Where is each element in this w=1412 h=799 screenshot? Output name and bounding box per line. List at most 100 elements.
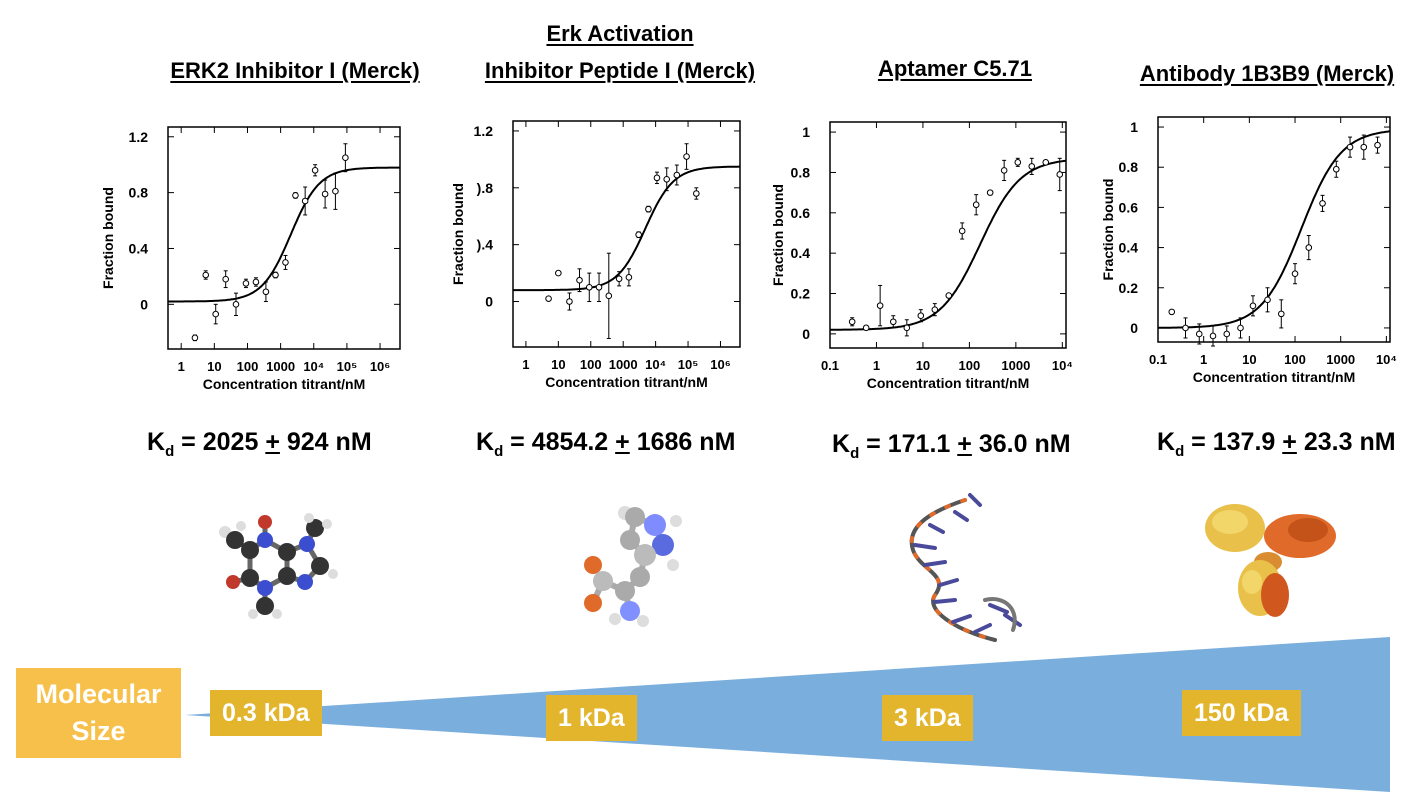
data-point (1237, 324, 1244, 332)
data-point (862, 324, 870, 332)
x-tick-label: 100 (237, 359, 259, 374)
x-tick-label: 10⁵ (678, 357, 699, 372)
x-tick-label: 100 (1284, 352, 1306, 367)
x-axis-label: Concentration titrant/nM (867, 375, 1030, 391)
data-point (683, 153, 690, 160)
small-molecule-ball-and-stick-icon (219, 513, 338, 619)
kd-value-4: Kd = 137.9 + 23.3 nM (1157, 428, 1396, 460)
x-axis-label: Concentration titrant/nM (1193, 369, 1356, 385)
data-point (1028, 163, 1036, 170)
size-label-1-kda: 1 kDa (546, 695, 637, 741)
data-point (332, 187, 339, 195)
y-tick-label: 0.2 (1119, 280, 1139, 296)
peptide-ball-and-stick-icon (584, 506, 682, 627)
data-point (653, 174, 661, 182)
molecular-size-label: Molecular Size (16, 668, 181, 758)
data-point (555, 269, 562, 277)
binding-curve-chart-3: 0 0.2 0.4 0.6 0.8 1 0.1 1 10 100 1000 10⁴ Concentrat… (770, 121, 1073, 391)
data-point (342, 154, 349, 162)
data-point (645, 205, 652, 213)
x-tick-label: 0.1 (1149, 352, 1167, 367)
data-point (1374, 141, 1381, 149)
chart-title-erk-activation-line1: Erk Activation (546, 21, 694, 46)
binding-curve-chart-4: 0 0.2 0.4 0.6 0.8 1 0.1 1 10 100 1000 10⁴ Concentrat… (1100, 116, 1397, 385)
y-tick-label: 1.2 (474, 123, 494, 139)
x-tick-label: 1 (522, 357, 529, 372)
data-point (595, 284, 603, 291)
data-point (576, 276, 583, 284)
data-point (1223, 330, 1231, 338)
y-tick-label: 1 (1130, 119, 1138, 135)
data-point (1168, 308, 1176, 316)
x-tick-label: 10 (1242, 352, 1256, 367)
data-point (1277, 310, 1285, 318)
data-point (212, 310, 220, 318)
y-tick-label: ).4 (477, 237, 494, 253)
x-tick-label: 100 (959, 358, 981, 373)
y-axis-label: Fraction bound (1100, 179, 1116, 281)
data-point (321, 190, 329, 198)
y-tick-label: 0.6 (791, 205, 811, 221)
fit-curve (513, 165, 740, 292)
data-point (945, 292, 953, 299)
y-tick-label: 0.4 (129, 240, 149, 256)
data-point (252, 278, 260, 286)
y-tick-label: 0.2 (791, 286, 811, 302)
plot-frame (512, 120, 741, 348)
x-tick-label: 10⁴ (1052, 358, 1073, 373)
x-axis-label: Concentration titrant/nM (203, 376, 366, 392)
data-point (1249, 302, 1257, 310)
data-point (903, 324, 911, 332)
data-point (1014, 159, 1022, 166)
data-point (1319, 200, 1326, 207)
data-point (693, 190, 700, 197)
data-point (673, 171, 681, 179)
fit-curve (168, 166, 400, 303)
x-tick-label: 10⁶ (710, 357, 730, 372)
data-point (1264, 296, 1271, 304)
chart-title-antibody: Antibody 1B3B9 (Merck) (1139, 61, 1395, 86)
y-axis-label: Fraction bound (770, 184, 786, 286)
x-tick-label: 10⁴ (303, 359, 324, 374)
y-tick-label: 0.8 (1119, 159, 1139, 175)
data-point (292, 192, 299, 199)
data-point (202, 271, 210, 279)
y-tick-label: 0.8 (129, 185, 149, 201)
data-point (1332, 165, 1340, 173)
size-label-150-kda: 150 kDa (1182, 690, 1301, 736)
data-point (232, 301, 240, 308)
y-tick-label: 0 (140, 296, 148, 312)
kd-value-1: Kd = 2025 + 924 nM (147, 428, 372, 460)
data-point (663, 175, 671, 183)
plot-frame (1157, 116, 1391, 343)
x-tick-label: 1000 (609, 357, 638, 372)
y-axis-label: Fraction bound (100, 187, 116, 289)
size-label-0-3-kda: 0.3 kDa (210, 690, 322, 736)
fit-curve (1158, 130, 1391, 329)
x-tick-label: 10⁴ (645, 357, 666, 372)
y-tick-label: 0 (485, 294, 493, 310)
fit-curve (830, 159, 1067, 331)
x-tick-label: 10 (916, 358, 930, 373)
y-tick-label: 0 (1130, 320, 1138, 336)
y-tick-label: 0.6 (1119, 199, 1139, 215)
y-tick-label: 0 (802, 326, 810, 342)
data-point (931, 306, 939, 313)
y-tick-label: 0.4 (1119, 240, 1139, 256)
data-point (222, 275, 229, 283)
antibody-surface-icon (1205, 504, 1336, 617)
data-point (311, 166, 319, 174)
data-point (1182, 324, 1189, 332)
data-point (1042, 159, 1050, 166)
size-label-3-kda: 3 kDa (882, 695, 973, 741)
data-point (876, 302, 884, 309)
size-gradient-triangle (185, 637, 1390, 792)
data-point (566, 298, 573, 305)
data-point (986, 189, 994, 196)
data-point (635, 231, 642, 239)
data-point (972, 201, 980, 209)
plot-frame (829, 121, 1067, 349)
x-tick-label: 10 (207, 359, 221, 374)
dna-aptamer-stick-icon (909, 493, 1022, 642)
